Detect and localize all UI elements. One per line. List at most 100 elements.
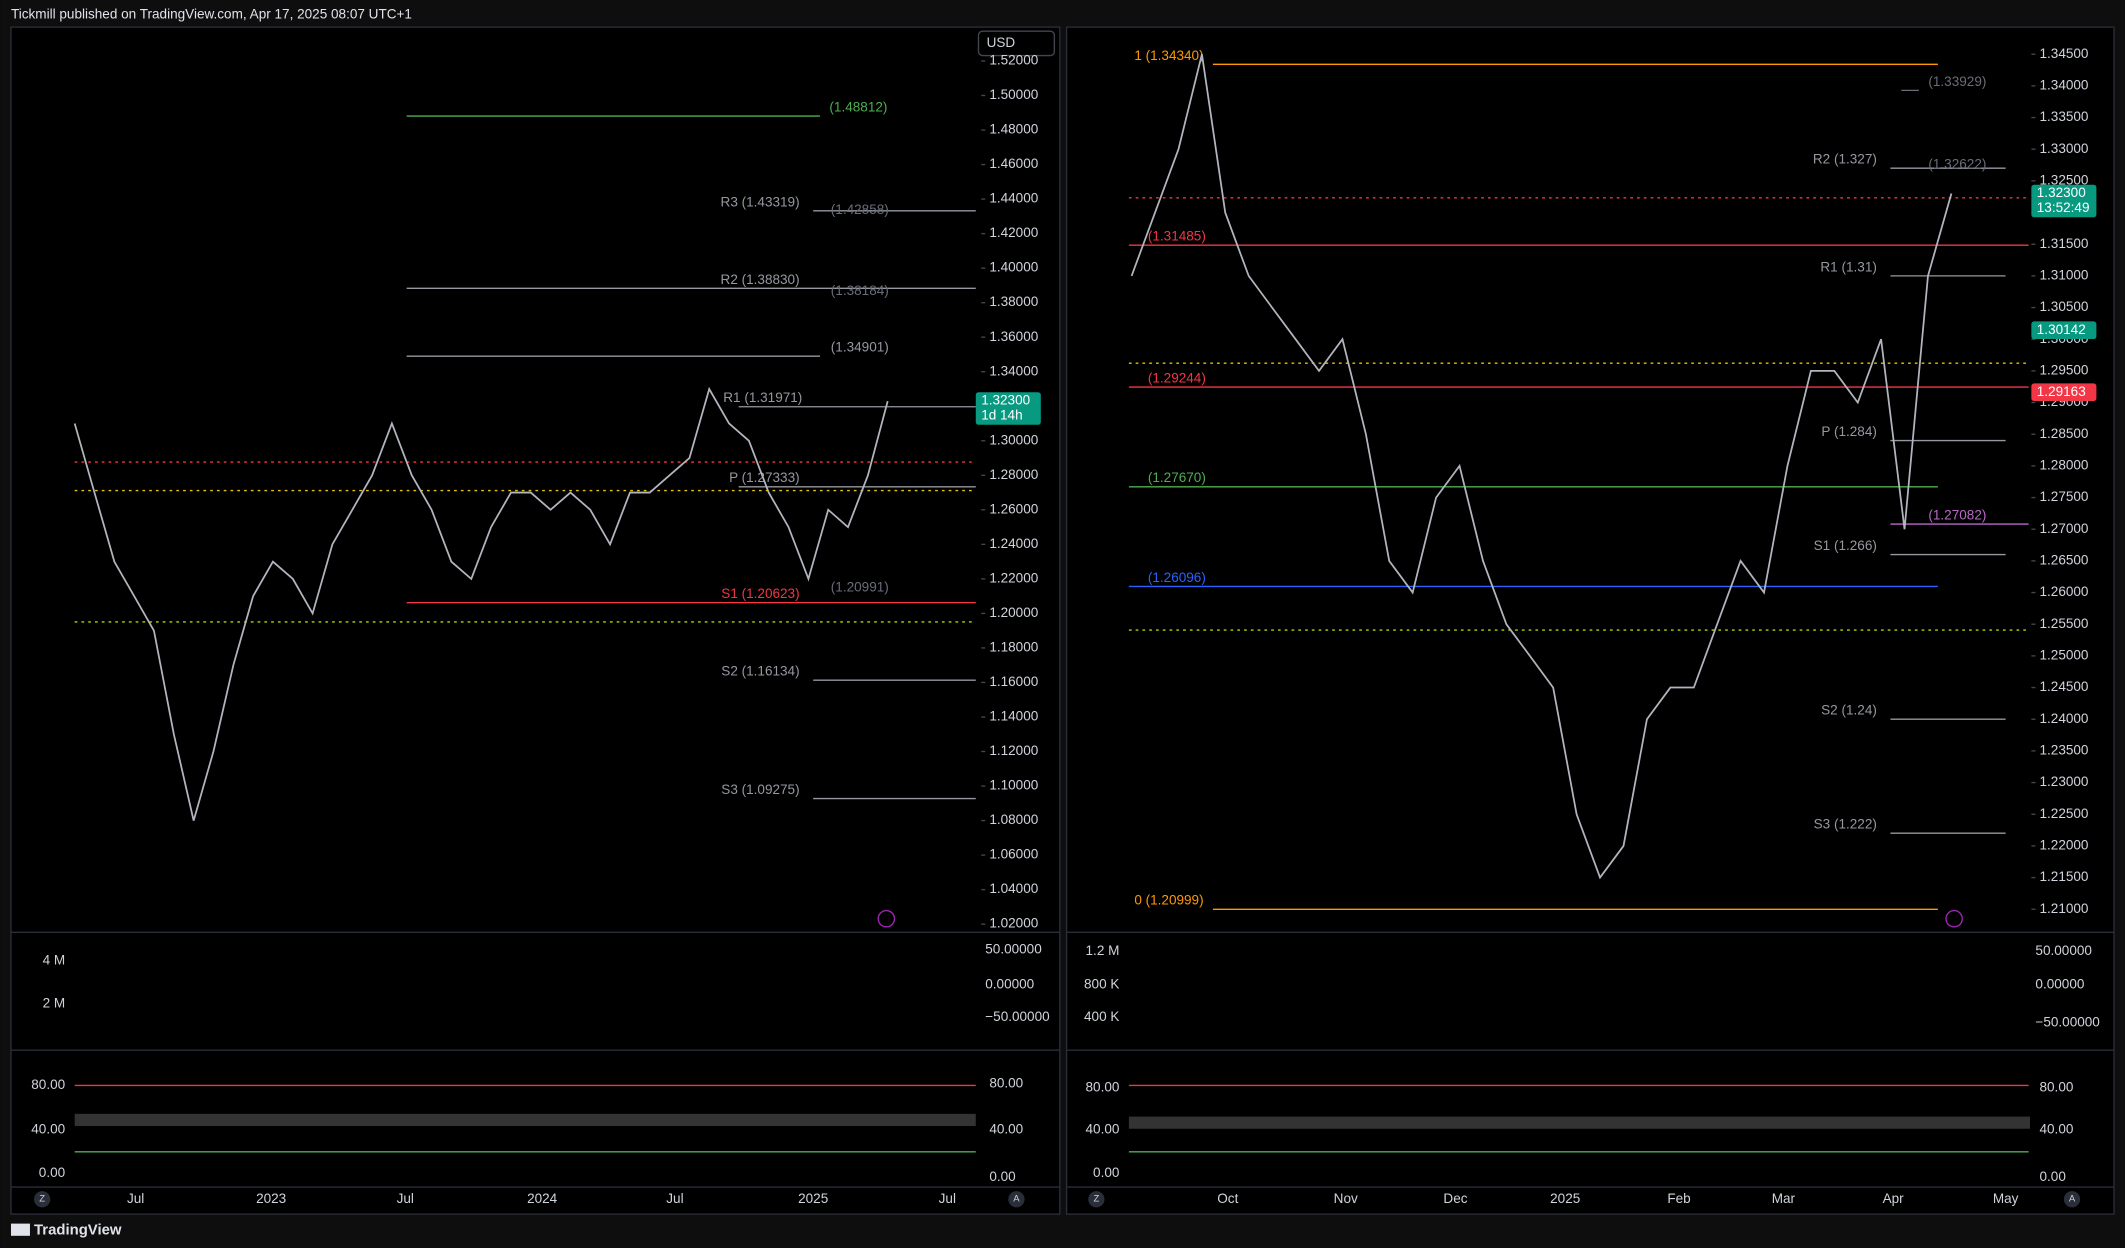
time-label: 2025: [1550, 1191, 1580, 1206]
logo: [10, 1223, 30, 1236]
price-tick-label: 1.30000: [989, 432, 1038, 447]
price-tick-label: 1.30500: [2039, 299, 2088, 314]
price-tag: [2031, 383, 2097, 402]
price-tick-label: 1.34500: [2039, 46, 2088, 61]
level-label: (1.42858): [831, 202, 889, 217]
price-tick-label: 1.22000: [2039, 837, 2088, 852]
price-tick-label: 1.21000: [2039, 901, 2088, 916]
price-tag-label: 1.32300: [981, 393, 1030, 408]
level-label: (1.34901): [831, 340, 889, 355]
level-label: (1.26096): [1148, 570, 1206, 585]
price-tag: [975, 392, 1041, 425]
price-tick-label: 1.24000: [989, 536, 1038, 551]
price-tick-label: 1.02000: [989, 916, 1038, 931]
time-label: Nov: [1334, 1191, 1358, 1206]
footer-brand: TradingView: [34, 1222, 122, 1238]
price-tick-label: 1.22000: [989, 570, 1038, 585]
price-tick-label: 1.34000: [989, 363, 1038, 378]
right-panel: [1065, 26, 2115, 1215]
scale-button[interactable]: [2063, 1191, 2081, 1208]
price-tick-label: 1.31000: [2039, 267, 2088, 282]
price-tick-label: 1.26000: [2039, 584, 2088, 599]
time-label: May: [1993, 1191, 2019, 1206]
price-tick-label: 1.32500: [2039, 172, 2088, 187]
level-label: (1.31485): [1148, 229, 1206, 244]
scale-button-label: A: [1013, 1194, 1020, 1205]
price-tick-label: 1.28000: [989, 467, 1038, 482]
price-tick-label: 1.22500: [2039, 806, 2088, 821]
level-label: (1.27670): [1148, 470, 1206, 485]
price-tick-label: 1.12000: [989, 743, 1038, 758]
price-tick-label: 1.25500: [2039, 616, 2088, 631]
volume-right-label: 50.00000: [985, 941, 1042, 956]
oscillator-right-label: 0.00: [989, 1169, 1015, 1184]
time-label: Apr: [1883, 1191, 1905, 1206]
level-label: (1.20991): [831, 580, 889, 595]
price-tick-label: 1.10000: [989, 778, 1038, 793]
oscillator-right-label: 0.00: [2039, 1169, 2065, 1184]
price-tag-label: 1.30142: [2037, 322, 2086, 337]
level-label: S1 (1.20623): [721, 586, 799, 601]
volume-left-label: 800 K: [1084, 977, 1119, 992]
currency: USD: [987, 35, 1016, 50]
price-tick-label: 1.25000: [2039, 647, 2088, 662]
price-tag: [2031, 321, 2097, 340]
price-tag-sub: 13:52:49: [2037, 200, 2090, 215]
price-tick-label: 1.23000: [2039, 774, 2088, 789]
level-label: 1 (1.34340): [1134, 48, 1203, 63]
scale-button[interactable]: [1008, 1191, 1025, 1208]
level-label: R3 (1.43319): [721, 194, 800, 209]
oscillator-left-label: 40.00: [31, 1122, 65, 1137]
price-tick-label: 1.36000: [989, 329, 1038, 344]
time-label: Jul: [666, 1191, 683, 1206]
volume-left-label: 400 K: [1084, 1009, 1119, 1024]
oscillator-right-label: 80.00: [989, 1076, 1023, 1091]
level-label: R2 (1.327): [1813, 152, 1877, 167]
price-tick-label: 1.40000: [989, 260, 1038, 275]
price-tick-label: 1.33000: [2039, 141, 2088, 156]
oscillator-left-label: 0.00: [39, 1165, 65, 1180]
left-panel: [10, 26, 1061, 1215]
oscillator-left-label: 0.00: [1093, 1165, 1119, 1180]
price-tick-label: 1.27500: [2039, 489, 2088, 504]
level-label: 0 (1.20999): [1134, 893, 1203, 908]
oscillator-left-label: 40.00: [1086, 1122, 1120, 1137]
close-line: [1130, 53, 1953, 880]
close-line: [73, 386, 889, 821]
price-tick-label: 1.34000: [2039, 77, 2088, 92]
price-tick-label: 1.28500: [2039, 426, 2088, 441]
time-label: 2024: [527, 1191, 558, 1206]
scale-button-label: Z: [39, 1194, 45, 1205]
oscillator-left-label: 80.00: [31, 1077, 65, 1092]
price-tick-label: 1.42000: [989, 225, 1038, 240]
price-tick-label: 1.33500: [2039, 109, 2088, 124]
level-label: P (1.27333): [729, 470, 800, 485]
volume-left-label: 1.2 M: [1086, 943, 1120, 958]
currency-box: [977, 30, 1056, 57]
price-tick-label: 1.26000: [989, 501, 1038, 516]
price-tick-label: 1.21500: [2039, 869, 2088, 884]
time-label: 2025: [798, 1191, 828, 1206]
level-label: S3 (1.09275): [721, 782, 799, 797]
level-label: S2 (1.24): [1821, 703, 1877, 718]
level-label: (1.32622): [1928, 157, 1986, 172]
level-label: (1.48812): [829, 99, 887, 114]
price-tick-label: 1.28000: [2039, 457, 2088, 472]
price-tick-label: 1.52000: [989, 53, 1038, 68]
time-label: Mar: [1772, 1191, 1796, 1206]
level-label: R1 (1.31971): [723, 390, 802, 405]
oscillator-right-label: 40.00: [989, 1122, 1023, 1137]
price-tick-label: 1.27000: [2039, 521, 2088, 536]
scale-button-label: Z: [1093, 1194, 1099, 1205]
volume-left-label: 4 M: [43, 952, 66, 967]
level-label: (1.33929): [1928, 74, 1986, 89]
oscillator-right-label: 80.00: [2039, 1080, 2073, 1095]
price-tick-label: 1.14000: [989, 709, 1038, 724]
scale-button[interactable]: [1088, 1191, 1105, 1208]
time-label: 2023: [256, 1191, 286, 1206]
scale-button[interactable]: [34, 1191, 51, 1208]
price-tick-label: 1.38000: [989, 294, 1038, 309]
decor: [10, 197, 2115, 1188]
price-tick-label: 1.26500: [2039, 552, 2088, 567]
